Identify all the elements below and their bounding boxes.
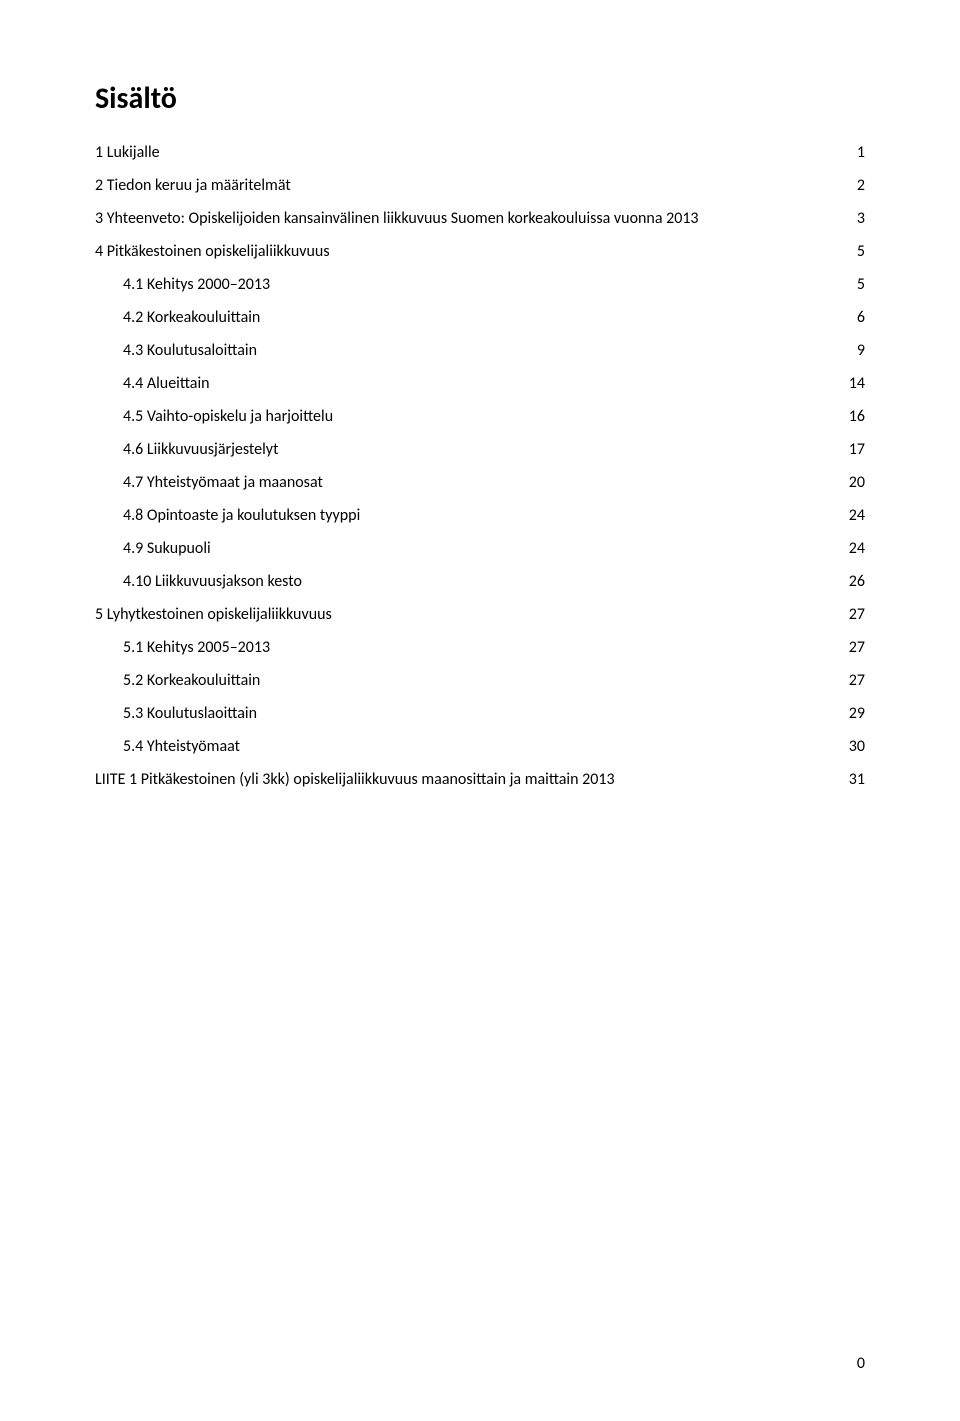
toc-row[interactable]: 4.8 Opintoaste ja koulutuksen tyyppi 24 [95, 508, 865, 524]
toc-entry-page: 5 [845, 244, 865, 260]
toc-entry-label: 5.4 Yhteistyömaat [95, 739, 240, 755]
toc-entry-label: 4.3 Koulutusaloittain [95, 343, 257, 359]
toc-entry-page: 1 [845, 145, 865, 161]
page-title: Sisältö [95, 80, 865, 117]
toc-row[interactable]: 5.2 Korkeakouluittain 27 [95, 673, 865, 689]
toc-entry-label: 5.2 Korkeakouluittain [95, 673, 260, 689]
toc-row[interactable]: 4.5 Vaihto-opiskelu ja harjoittelu 16 [95, 409, 865, 425]
toc-entry-page: 27 [837, 640, 865, 656]
toc-entry-label: 4 Pitkäkestoinen opiskelijaliikkuvuus [95, 244, 330, 260]
toc-entry-page: 9 [845, 343, 865, 359]
toc-row[interactable]: 5.1 Kehitys 2005–2013 27 [95, 640, 865, 656]
toc-entry-label: 4.2 Korkeakouluittain [95, 310, 260, 326]
toc-entry-label: 4.10 Liikkuvuusjakson kesto [95, 574, 302, 590]
toc-entry-page: 26 [837, 574, 865, 590]
toc-entry-label: 4.6 Liikkuvuusjärjestelyt [95, 442, 278, 458]
toc-row[interactable]: LIITE 1 Pitkäkestoinen (yli 3kk) opiskel… [95, 772, 865, 788]
toc-entry-page: 20 [837, 475, 865, 491]
toc-row[interactable]: 2 Tiedon keruu ja määritelmät 2 [95, 178, 865, 194]
toc-entry-page: 16 [837, 409, 865, 425]
toc-row[interactable]: 4.7 Yhteistyömaat ja maanosat 20 [95, 475, 865, 491]
toc-row[interactable]: 4.4 Alueittain 14 [95, 376, 865, 392]
toc-entry-page: 27 [837, 673, 865, 689]
toc-entry-label: 4.1 Kehitys 2000–2013 [95, 277, 270, 293]
toc-row[interactable]: 4.3 Koulutusaloittain 9 [95, 343, 865, 359]
toc-row[interactable]: 4.2 Korkeakouluittain 6 [95, 310, 865, 326]
toc-entry-page: 27 [837, 607, 865, 623]
toc-entry-label: 5 Lyhytkestoinen opiskelijaliikkuvuus [95, 607, 332, 623]
toc-entry-page: 24 [837, 541, 865, 557]
toc-entry-label: 3 Yhteenveto: Opiskelijoiden kansainväli… [95, 211, 699, 227]
toc-entry-page: 2 [845, 178, 865, 194]
toc-entry-label: LIITE 1 Pitkäkestoinen (yli 3kk) opiskel… [95, 772, 615, 788]
toc-entry-page: 30 [837, 739, 865, 755]
toc-row[interactable]: 1 Lukijalle 1 [95, 145, 865, 161]
toc-entry-label: 4.4 Alueittain [95, 376, 210, 392]
toc-entry-page: 31 [837, 772, 865, 788]
toc-entry-page: 3 [845, 211, 865, 227]
toc-entry-page: 24 [837, 508, 865, 524]
toc-entry-label: 5.3 Koulutuslaoittain [95, 706, 257, 722]
toc-row[interactable]: 5.3 Koulutuslaoittain 29 [95, 706, 865, 722]
toc-entry-page: 14 [837, 376, 865, 392]
toc-row[interactable]: 4 Pitkäkestoinen opiskelijaliikkuvuus 5 [95, 244, 865, 260]
toc-entry-label: 4.5 Vaihto-opiskelu ja harjoittelu [95, 409, 333, 425]
toc-entry-label: 4.9 Sukupuoli [95, 541, 211, 557]
footer-page-number: 0 [857, 1354, 865, 1373]
toc-row[interactable]: 4.1 Kehitys 2000–2013 5 [95, 277, 865, 293]
toc-row[interactable]: 5.4 Yhteistyömaat 30 [95, 739, 865, 755]
toc-row[interactable]: 4.9 Sukupuoli 24 [95, 541, 865, 557]
toc-entry-label: 4.7 Yhteistyömaat ja maanosat [95, 475, 323, 491]
toc-entry-page: 5 [845, 277, 865, 293]
toc-entry-page: 6 [845, 310, 865, 326]
toc-row[interactable]: 4.6 Liikkuvuusjärjestelyt 17 [95, 442, 865, 458]
toc-entry-page: 29 [837, 706, 865, 722]
toc-row[interactable]: 3 Yhteenveto: Opiskelijoiden kansainväli… [95, 211, 865, 227]
toc-entry-label: 5.1 Kehitys 2005–2013 [95, 640, 270, 656]
toc-row[interactable]: 4.10 Liikkuvuusjakson kesto 26 [95, 574, 865, 590]
table-of-contents: 1 Lukijalle 1 2 Tiedon keruu ja määritelmä… [95, 145, 865, 788]
page: Sisältö 1 Lukijalle 1 2 Tiedon keruu ja mä… [0, 0, 960, 1421]
toc-entry-label: 4.8 Opintoaste ja koulutuksen tyyppi [95, 508, 360, 524]
toc-entry-page: 17 [837, 442, 865, 458]
toc-entry-label: 1 Lukijalle [95, 145, 160, 161]
toc-row[interactable]: 5 Lyhytkestoinen opiskelijaliikkuvuus 27 [95, 607, 865, 623]
toc-entry-label: 2 Tiedon keruu ja määritelmät [95, 178, 291, 194]
